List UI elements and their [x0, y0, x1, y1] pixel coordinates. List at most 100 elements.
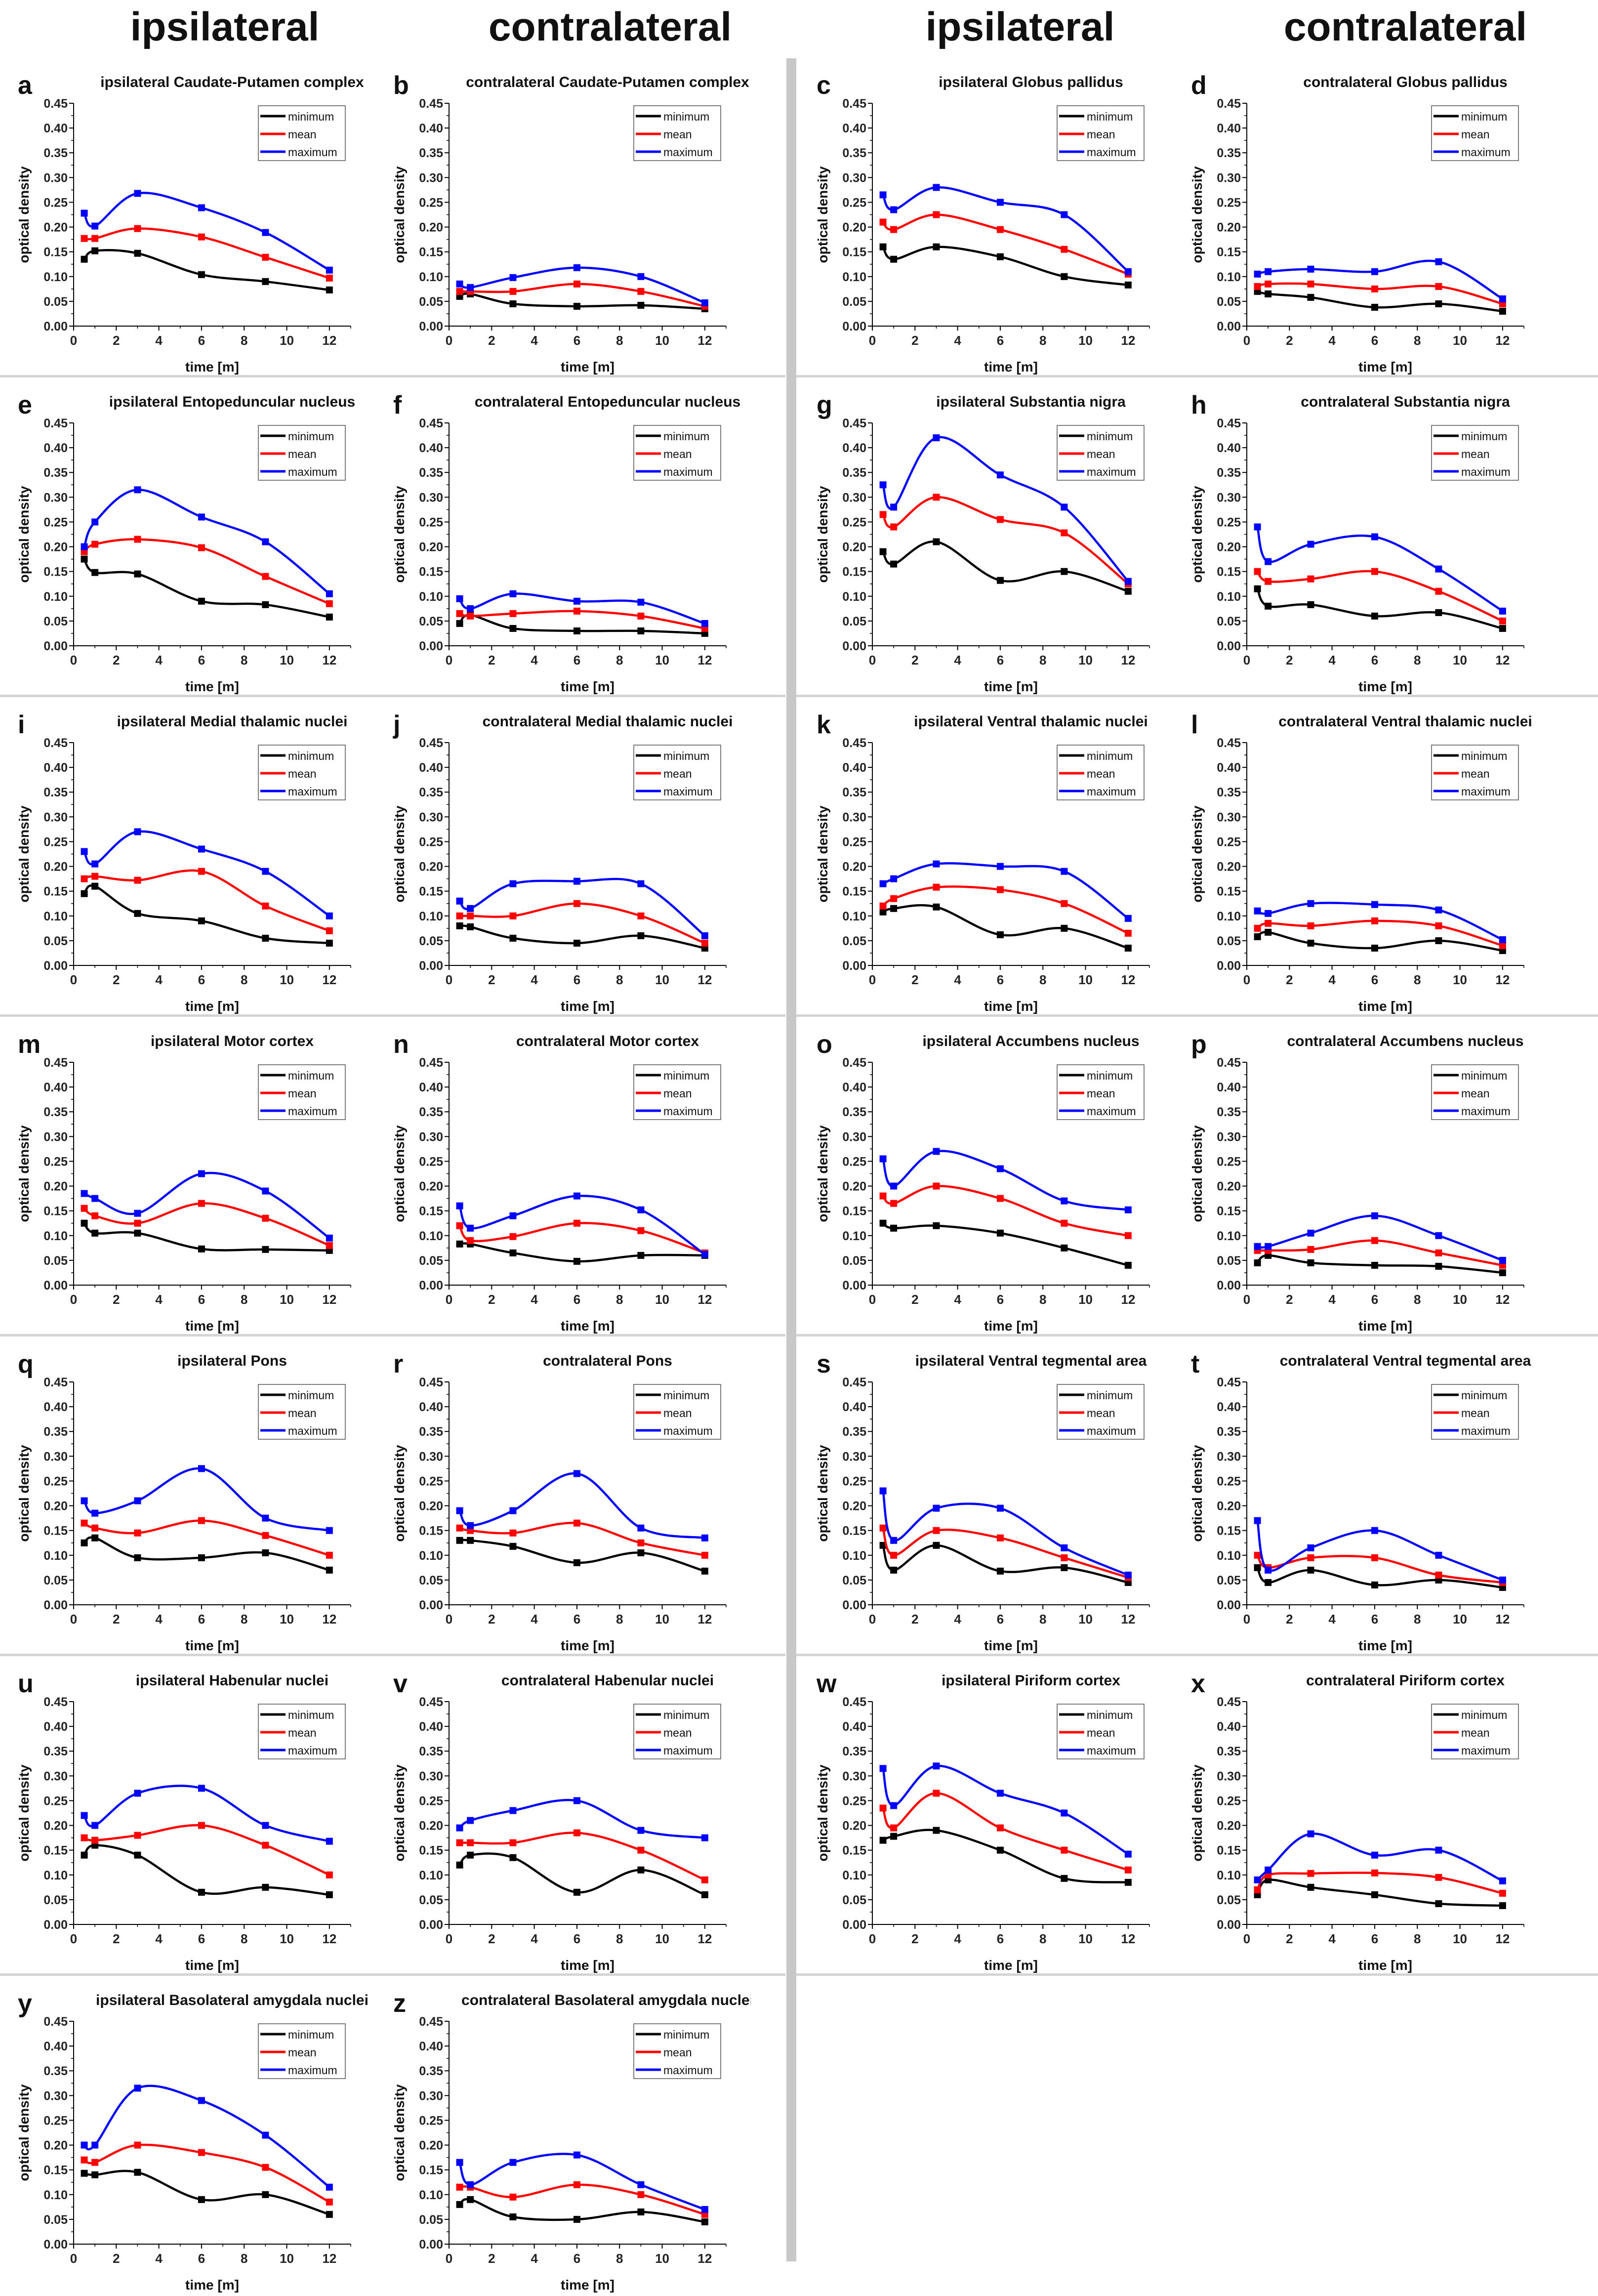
y-tick-label: 0.00: [43, 1279, 68, 1293]
data-point-maximum: [456, 2159, 463, 2166]
x-axis-label: time [m]: [984, 679, 1038, 694]
x-tick-label: 4: [531, 333, 538, 348]
data-point-minimum: [198, 597, 205, 605]
y-tick-label: 0.05: [43, 1893, 68, 1907]
data-point-minimum: [996, 1846, 1004, 1854]
chart-svg: d contralateral Globus pallidus 0.00 0.05 0.…: [1189, 71, 1524, 375]
data-point-minimum: [467, 2196, 474, 2203]
y-axis-label: optical density: [815, 1445, 830, 1542]
chart-svg: r contralateral Pons 0.00 0.05 0.10 0.15 0.20 0…: [392, 1350, 727, 1653]
x-tick-label: 8: [241, 333, 247, 348]
y-tick-label: 0.35: [1217, 786, 1241, 799]
data-point-maximum: [91, 2141, 99, 2149]
x-tick-label: 2: [488, 1292, 495, 1307]
y-tick-label: 0.05: [43, 1574, 68, 1587]
panel-letter: s: [817, 1350, 831, 1378]
data-point-minimum: [81, 890, 88, 897]
y-tick-label: 0.45: [43, 1695, 68, 1709]
data-point-maximum: [81, 2141, 88, 2149]
legend-label-mean: mean: [288, 1087, 317, 1100]
y-tick-label: 0.10: [43, 1229, 68, 1243]
data-point-maximum: [701, 932, 708, 939]
x-tick-label: 12: [697, 972, 712, 987]
y-tick-label: 0.20: [419, 541, 443, 554]
data-point-minimum: [467, 1851, 474, 1859]
y-tick-label: 0.10: [842, 1869, 866, 1882]
panel-title: ipsilateral Caudate-Putamen complex: [100, 74, 364, 90]
legend-label-minimum: minimum: [1087, 1709, 1133, 1721]
data-point-minimum: [1435, 300, 1442, 307]
data-point-maximum: [456, 595, 463, 602]
data-point-mean: [1307, 1246, 1314, 1253]
x-tick-label: 2: [488, 653, 495, 668]
x-axis-label: time [m]: [1358, 1958, 1412, 1973]
y-tick-label: 0.15: [1217, 565, 1241, 579]
y-axis-label: optical density: [16, 1445, 32, 1542]
data-point-minimum: [701, 1891, 708, 1898]
data-point-minimum: [1307, 293, 1314, 301]
data-point-maximum: [91, 1509, 99, 1517]
data-point-minimum: [933, 1827, 940, 1834]
data-point-maximum: [326, 266, 333, 274]
y-tick-label: 0.05: [43, 615, 68, 628]
y-tick-label: 0.25: [842, 835, 866, 849]
y-tick-label: 0.20: [43, 860, 68, 874]
data-point-minimum: [262, 1246, 269, 1253]
x-tick-label: 2: [911, 333, 918, 348]
data-point-minimum: [1307, 601, 1314, 608]
y-tick-label: 0.45: [1217, 1376, 1241, 1389]
x-tick-label: 2: [113, 333, 120, 348]
data-point-maximum: [1124, 578, 1132, 585]
y-tick-label: 0.15: [419, 565, 443, 579]
data-point-maximum: [637, 880, 645, 887]
data-point-maximum: [1254, 1243, 1261, 1250]
y-tick-label: 0.10: [419, 1549, 443, 1563]
panel-letter: u: [18, 1670, 34, 1698]
row-separator: [796, 695, 1598, 697]
legend-label-maximum: maximum: [663, 2064, 713, 2077]
x-tick-label: 4: [531, 653, 538, 668]
x-axis-label: time [m]: [1358, 1638, 1412, 1653]
x-tick-label: 12: [322, 1292, 336, 1307]
data-point-maximum: [134, 828, 141, 835]
series-line-maximum: [1257, 1214, 1503, 1261]
panel-letter: c: [817, 71, 831, 100]
panel-m: m ipsilateral Motor cortex 0.00 0.05 0.10 0.1…: [0, 1017, 375, 1337]
y-tick-label: 0.10: [842, 1229, 866, 1243]
x-tick-label: 8: [616, 653, 623, 668]
x-tick-label: 6: [997, 1612, 1004, 1627]
data-point-maximum: [1435, 565, 1442, 573]
y-tick-label: 0.35: [842, 1105, 866, 1119]
data-point-maximum: [1061, 1197, 1068, 1205]
y-tick-label: 0.05: [1217, 934, 1241, 948]
data-point-minimum: [1371, 303, 1378, 311]
data-point-maximum: [701, 2206, 708, 2213]
y-axis-label: optical density: [815, 166, 830, 263]
y-tick-label: 0.00: [419, 320, 443, 334]
series-line-minimum: [83, 249, 330, 292]
x-tick-label: 10: [655, 1931, 669, 1946]
y-tick-label: 0.20: [43, 2139, 68, 2153]
data-point-minimum: [996, 577, 1004, 584]
data-point-mean: [573, 1829, 580, 1837]
data-point-maximum: [134, 2085, 141, 2092]
y-tick-label: 0.15: [419, 2164, 443, 2177]
data-point-minimum: [198, 1554, 205, 1561]
x-tick-label: 2: [488, 1612, 495, 1627]
legend-label-maximum: maximum: [1087, 465, 1136, 478]
panel-i: i ipsilateral Medial thalamic nuclei 0.00 0…: [0, 698, 375, 1017]
data-point-minimum: [933, 903, 940, 911]
data-point-maximum: [1061, 1809, 1068, 1817]
data-point-maximum: [1124, 915, 1132, 922]
x-tick-label: 10: [280, 1612, 294, 1627]
y-tick-label: 0.00: [43, 320, 68, 334]
data-point-maximum: [509, 274, 517, 281]
y-tick-label: 0.10: [1217, 270, 1241, 284]
y-tick-label: 0.00: [419, 1918, 443, 1932]
x-tick-label: 4: [1328, 1931, 1336, 1946]
y-tick-label: 0.10: [842, 270, 866, 284]
y-tick-label: 0.30: [419, 1769, 443, 1783]
data-point-minimum: [1061, 273, 1068, 280]
y-tick-label: 0.10: [419, 1229, 443, 1243]
data-point-mean: [996, 1195, 1004, 1202]
